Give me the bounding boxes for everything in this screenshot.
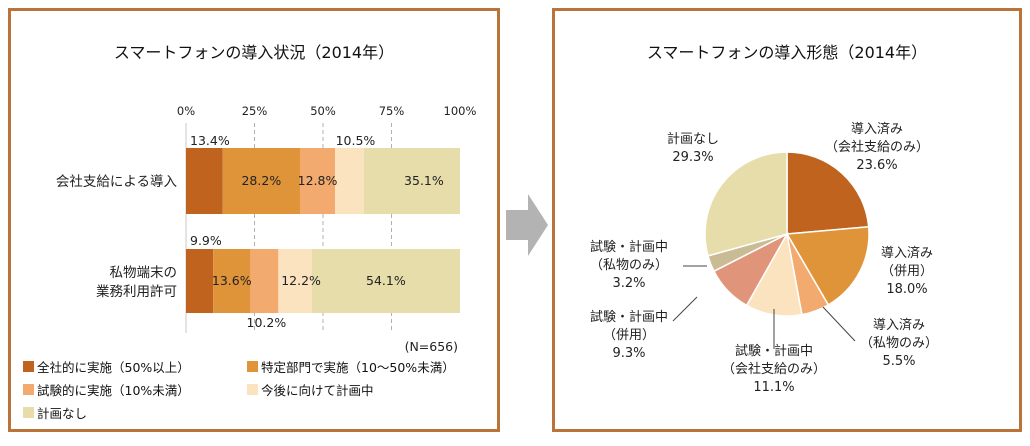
- data-label: 12.2%: [281, 273, 321, 288]
- pie-slice-label: 11.1%: [753, 380, 794, 395]
- pie-slice: [704, 151, 788, 257]
- data-label: 13.6%: [212, 273, 252, 288]
- category-label: 私物端末の: [110, 265, 178, 281]
- bar-segment: [186, 148, 223, 214]
- pie-chart: 導入済み （会社支給のみ） 23.6% 導入済み （併用） 18.0% 導入済み （私物のみ）…: [590, 121, 938, 395]
- pie-slice-label: 29.3%: [672, 150, 713, 165]
- pie-slice-label: （併用）: [603, 328, 655, 343]
- pie-slice-label: （会社支給のみ）: [825, 139, 929, 155]
- bar-segment: [278, 249, 312, 313]
- pie-slice-label: 23.6%: [856, 158, 897, 173]
- data-label: 28.2%: [241, 173, 281, 188]
- pie-slice-label: 導入済み: [881, 245, 933, 261]
- pie-chart-title: スマートフォンの導入形態（2014年）: [646, 43, 928, 62]
- bar-segment: [186, 249, 214, 313]
- bar-segment: [222, 148, 300, 214]
- pie-slice-label: 5.5%: [882, 354, 915, 369]
- pie-slice-label: （私物のみ）: [860, 336, 938, 351]
- legend-label-none: 計画なし: [37, 406, 88, 421]
- sample-size-note: (N=656): [405, 339, 458, 354]
- category-label: 会社支給による導入: [56, 174, 178, 190]
- bar-segment: [213, 249, 251, 313]
- pie-slice-label: 9.3%: [612, 346, 645, 361]
- bar-segment: [311, 249, 460, 313]
- data-label: 35.1%: [404, 173, 444, 188]
- pie-slice-label: 計画なし: [667, 131, 719, 147]
- x-tick-label: 75%: [379, 104, 405, 118]
- adoption-form-panel: スマートフォンの導入形態（2014年） 導入済み （会社支給のみ） 23.6% 導入済…: [552, 8, 1022, 432]
- x-tick-label: 50%: [310, 104, 336, 118]
- pie-slice-label: （併用）: [881, 264, 933, 279]
- legend-item-none: 計画なし: [23, 403, 87, 422]
- pie-slice-label: 試験・計画中: [590, 239, 668, 255]
- leader-line: [822, 306, 856, 342]
- right-arrow-icon: [506, 194, 548, 256]
- adoption-status-panel: スマートフォンの導入状況（2014年） 0% 25% 50% 75% 100% 会社支給に…: [8, 8, 500, 432]
- category-label: 業務利用許可: [96, 284, 177, 300]
- data-label: 10.2%: [247, 315, 287, 330]
- bar-segment: [363, 148, 460, 214]
- data-label: 10.5%: [336, 133, 376, 148]
- bar-segment: [250, 249, 279, 313]
- bar-segment: [299, 148, 336, 214]
- bar-chart-title: スマートフォンの導入状況（2014年）: [113, 43, 395, 62]
- pie-slice-label: 18.0%: [886, 282, 927, 297]
- leader-line: [672, 296, 698, 322]
- pie-slice-label: （会社支給のみ）: [722, 361, 826, 377]
- data-label: 9.9%: [190, 233, 222, 248]
- bar-segment: [335, 148, 364, 214]
- pie-slice-label: 3.2%: [612, 276, 645, 291]
- pie-slice-label: 試験・計画中: [735, 343, 813, 359]
- x-tick-label: 25%: [242, 104, 268, 118]
- pie-slice-label: 導入済み: [851, 121, 903, 137]
- x-tick-label: 0%: [177, 104, 195, 118]
- pie-slice-label: 試験・計画中: [590, 309, 668, 325]
- pie-slice-label: （私物のみ）: [590, 258, 668, 273]
- pie-slice: [786, 151, 870, 235]
- x-tick-label: 100%: [444, 104, 477, 118]
- pie-slice: [785, 225, 870, 306]
- data-label: 54.1%: [366, 273, 406, 288]
- pie-slice-label: 導入済み: [873, 317, 925, 333]
- data-label: 12.8%: [298, 173, 338, 188]
- legend-swatch-none: [23, 407, 34, 418]
- data-label: 13.4%: [190, 133, 230, 148]
